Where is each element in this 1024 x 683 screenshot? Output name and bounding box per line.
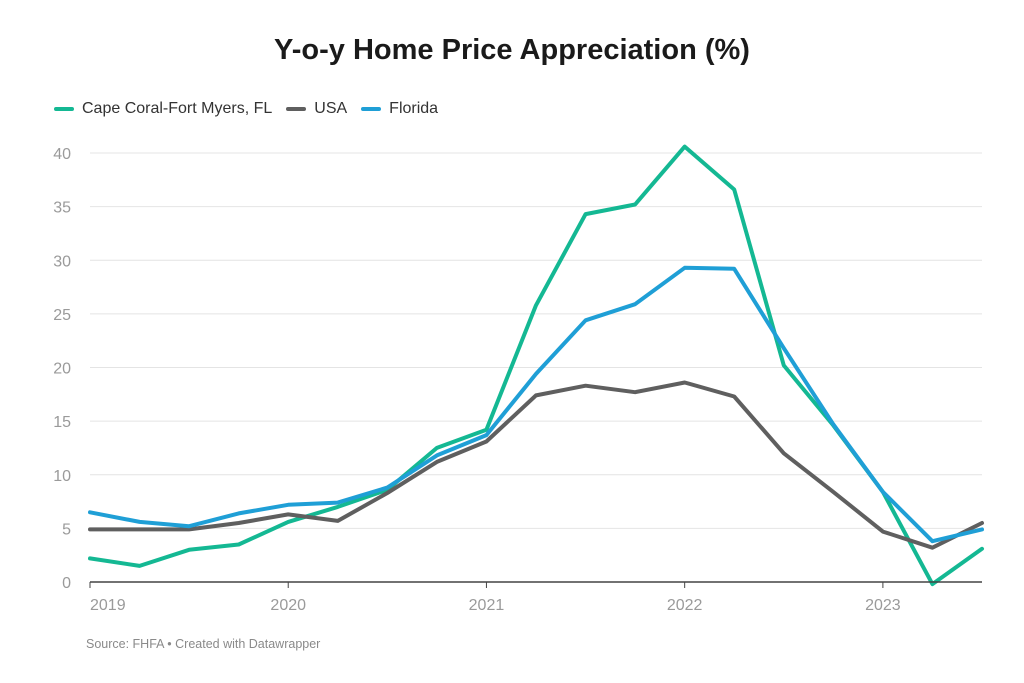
legend-label-usa: USA (314, 100, 348, 117)
y-tick-label: 10 (53, 468, 71, 485)
legend-label-florida: Florida (389, 100, 439, 117)
y-tick-label: 5 (62, 521, 71, 538)
legend-item-cape-coral: Cape Coral-Fort Myers, FL (54, 100, 272, 118)
x-tick-label: 2019 (90, 597, 126, 614)
source-note: Source: FHFA • Created with Datawrapper (86, 637, 321, 651)
legend-item-florida: Florida (361, 100, 438, 118)
legend-swatch-florida (361, 107, 382, 111)
series-line (88, 380, 984, 550)
legend-item-usa: USA (286, 100, 347, 118)
legend-label-cape-coral: Cape Coral-Fort Myers, FL (82, 100, 273, 117)
series-line (88, 265, 984, 544)
chart-title: Y-o-y Home Price Appreciation (%) (274, 34, 750, 66)
x-tick-label: 2021 (469, 597, 505, 614)
x-tick-label: 2022 (667, 597, 703, 614)
y-tick-label: 0 (62, 575, 71, 592)
legend-swatch-cape-coral (54, 107, 74, 111)
x-tick-label: 2023 (865, 597, 901, 614)
y-tick-label: 35 (53, 200, 71, 217)
x-tick-label: 2020 (270, 597, 306, 614)
y-tick-label: 20 (53, 361, 71, 378)
chart-legend: Cape Coral-Fort Myers, FL USA Florida (54, 100, 452, 118)
y-tick-label: 25 (53, 307, 71, 324)
legend-swatch-usa (286, 107, 307, 111)
y-tick-label: 40 (53, 146, 71, 163)
y-tick-label: 15 (53, 414, 71, 431)
y-tick-label: 30 (53, 253, 71, 270)
